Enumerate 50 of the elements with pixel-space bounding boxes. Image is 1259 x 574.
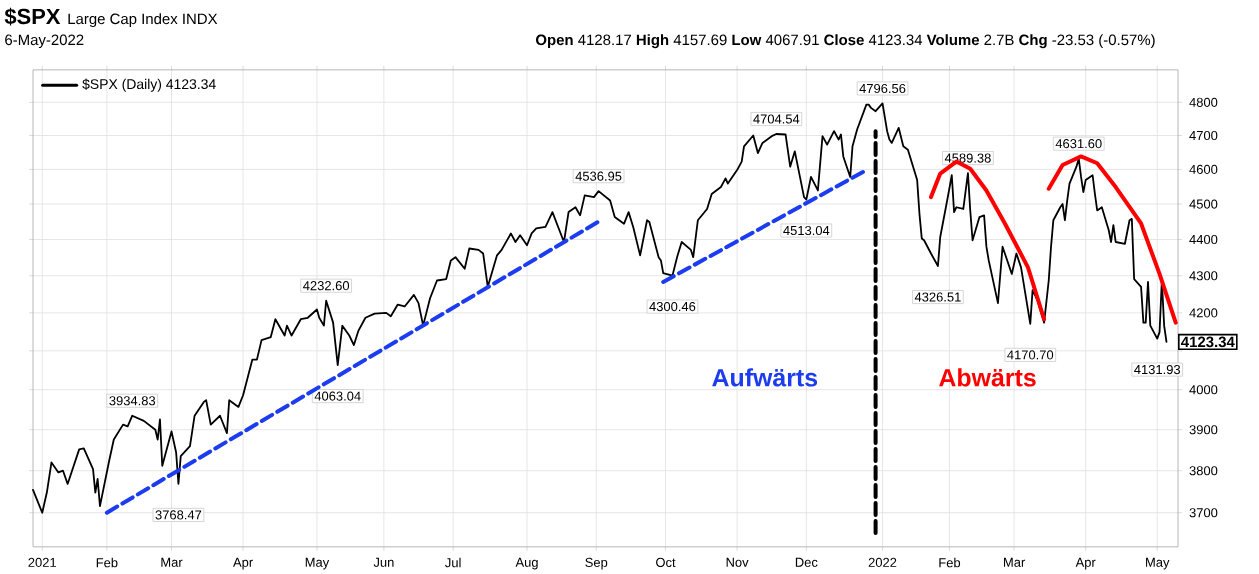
y-tick-label: 4700 xyxy=(1189,130,1218,141)
annotation: 4300.46 xyxy=(649,302,696,312)
x-tick-label: Aug xyxy=(515,557,538,570)
chart-subtitle: Large Cap Index INDX xyxy=(68,13,218,28)
y-tick-label: 4500 xyxy=(1189,199,1218,209)
y-tick-label: 3900 xyxy=(1189,425,1218,435)
annotation: 3934.83 xyxy=(109,396,156,406)
x-tick-label: Jun xyxy=(373,557,394,567)
annotation: 4232.60 xyxy=(303,281,350,291)
y-tick-label: 4300 xyxy=(1189,271,1218,281)
x-tick-label: Feb xyxy=(96,557,118,568)
annotation: 4631.60 xyxy=(1055,139,1102,149)
y-tick-label: 3800 xyxy=(1189,466,1218,476)
y-tick-label: 3700 xyxy=(1189,508,1218,518)
chart-title: $SPX xyxy=(4,7,61,26)
annotation: 4123.34 xyxy=(1181,336,1235,348)
x-tick-label: Jul xyxy=(445,557,461,568)
y-tick-label: 4000 xyxy=(1189,385,1218,395)
annotation: 4536.95 xyxy=(575,171,622,181)
annotation: 4704.54 xyxy=(753,114,800,124)
x-tick-label: Feb xyxy=(939,557,961,568)
x-tick-label: 2021 xyxy=(28,557,56,567)
x-tick-label: 2022 xyxy=(868,557,897,567)
x-tick-label: Dec xyxy=(795,557,818,567)
annotation: 3768.47 xyxy=(155,510,202,520)
x-tick-label: Mar xyxy=(1004,557,1026,567)
annotation: 4513.04 xyxy=(783,225,830,236)
x-tick-label: Oct xyxy=(656,557,676,567)
series-label: Abwärts xyxy=(939,368,1036,387)
x-tick-label: May xyxy=(1146,557,1170,570)
x-tick-label: Sep xyxy=(585,557,608,570)
annotation: 4326.51 xyxy=(914,292,961,302)
text: 6-May-2022 xyxy=(5,34,84,49)
y-tick-label: 4200 xyxy=(1189,308,1218,318)
x-tick-label: Apr xyxy=(1075,557,1096,570)
y-tick-label: 4400 xyxy=(1189,234,1218,245)
text: Aufwärts xyxy=(712,368,818,387)
annotation: 4796.56 xyxy=(859,83,906,94)
y-tick-label: 4600 xyxy=(1189,164,1218,174)
x-tick-label: Mar xyxy=(161,557,183,567)
text: $SPX (Daily) 4123.34 xyxy=(82,78,216,92)
annotation: 4131.93 xyxy=(1134,364,1181,375)
annotation: 4170.70 xyxy=(1007,350,1054,360)
text: Open 4128.17 High 4157.69 Low 4067.91 Close 4123.34 Volume 2.7B Chg -23.53 (-0.57%) xyxy=(536,34,1155,49)
annotation: 4063.04 xyxy=(314,391,361,401)
annotation: 4589.38 xyxy=(944,153,991,163)
x-tick-label: Nov xyxy=(726,557,749,567)
x-tick-label: May xyxy=(305,557,330,570)
y-tick-label: 4800 xyxy=(1189,97,1218,107)
x-tick-label: Apr xyxy=(233,557,253,570)
